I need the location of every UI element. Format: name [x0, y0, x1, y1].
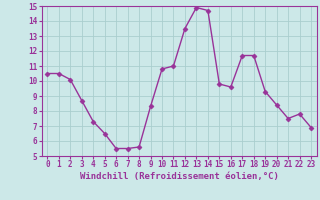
X-axis label: Windchill (Refroidissement éolien,°C): Windchill (Refroidissement éolien,°C): [80, 172, 279, 181]
